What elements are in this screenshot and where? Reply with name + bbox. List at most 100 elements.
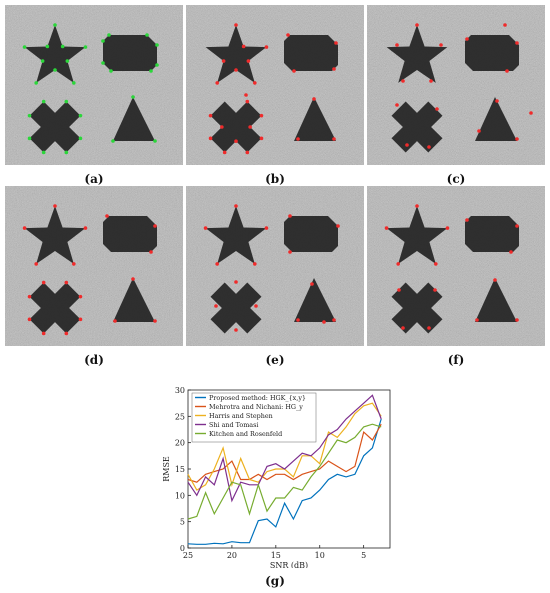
corner-marker bbox=[434, 262, 438, 266]
corner-marker bbox=[27, 294, 32, 299]
star-shape bbox=[205, 25, 267, 83]
panel-f bbox=[367, 186, 545, 346]
legend-entry: Kitchen and Rosenfeld bbox=[209, 430, 282, 438]
x-tick-label: 15 bbox=[271, 551, 281, 560]
corner-marker bbox=[322, 320, 326, 324]
corner-marker bbox=[234, 204, 238, 208]
cross-shape bbox=[391, 101, 443, 153]
corner-marker bbox=[288, 250, 292, 254]
corner-marker bbox=[107, 33, 111, 37]
x-axis-label: SNR (dB) bbox=[270, 561, 308, 568]
star-shape bbox=[205, 206, 267, 264]
panel-label-c: (c) bbox=[446, 172, 466, 186]
rounded-rectangle-shape bbox=[103, 216, 157, 252]
legend-entry: Shi and Tomasi bbox=[209, 421, 258, 429]
corner-marker bbox=[495, 99, 499, 103]
corner-marker bbox=[477, 129, 481, 133]
corner-marker bbox=[384, 226, 389, 230]
corner-marker bbox=[153, 224, 157, 228]
corner-marker bbox=[214, 304, 218, 308]
corner-marker bbox=[131, 95, 135, 99]
corner-marker bbox=[515, 137, 519, 141]
corner-marker bbox=[415, 23, 419, 27]
corner-marker bbox=[334, 41, 338, 45]
corner-marker bbox=[509, 250, 513, 254]
corner-marker bbox=[222, 150, 227, 155]
noise-image-svg bbox=[5, 5, 183, 165]
corner-marker bbox=[53, 68, 57, 72]
triangle-shape bbox=[113, 278, 155, 322]
corner-marker bbox=[149, 69, 153, 73]
corner-marker bbox=[264, 226, 269, 230]
corner-marker bbox=[234, 139, 238, 143]
corner-marker bbox=[253, 81, 257, 85]
rmse-chart: 0 5 10 15 20 25 30 25 20 15 10 5 SNR (dB) RMSE Propose… bbox=[160, 384, 400, 570]
corner-marker bbox=[220, 125, 224, 129]
corner-marker bbox=[515, 318, 519, 322]
corner-marker bbox=[433, 288, 437, 292]
corner-marker bbox=[259, 136, 264, 141]
corner-marker bbox=[40, 59, 45, 63]
corner-marker bbox=[439, 43, 443, 47]
series-line bbox=[187, 423, 382, 520]
corner-marker bbox=[83, 226, 88, 230]
panel-label-f: (f) bbox=[447, 353, 465, 367]
star-shape bbox=[386, 206, 448, 264]
corner-marker bbox=[53, 23, 57, 27]
legend-entry: Proposed method: HGK_{x,y} bbox=[209, 394, 306, 402]
y-tick-label: 25 bbox=[175, 412, 185, 421]
corner-marker bbox=[153, 139, 157, 143]
noise-image-svg bbox=[5, 186, 183, 346]
corner-marker bbox=[248, 125, 252, 129]
corner-marker bbox=[296, 137, 300, 141]
corner-marker bbox=[113, 319, 117, 323]
x-tick-label: 20 bbox=[227, 551, 237, 560]
corner-marker bbox=[515, 41, 519, 45]
corner-marker bbox=[529, 111, 533, 115]
series-line bbox=[187, 418, 382, 545]
corner-marker bbox=[493, 278, 497, 282]
triangle-shape bbox=[475, 97, 517, 141]
y-tick-label: 20 bbox=[175, 439, 185, 448]
corner-marker bbox=[332, 318, 336, 322]
corner-marker bbox=[245, 99, 250, 104]
corner-marker bbox=[405, 143, 409, 147]
corner-marker bbox=[234, 328, 238, 332]
corner-marker bbox=[41, 150, 46, 155]
legend-box bbox=[191, 392, 317, 443]
corner-marker bbox=[53, 204, 57, 208]
corner-marker bbox=[41, 280, 46, 285]
corner-marker bbox=[105, 214, 109, 218]
corner-marker bbox=[427, 326, 431, 330]
series-line bbox=[187, 394, 382, 503]
star-shape bbox=[24, 25, 86, 83]
corner-marker bbox=[415, 204, 419, 208]
corner-marker bbox=[203, 226, 208, 230]
chart-label: (g) bbox=[265, 574, 285, 588]
corner-marker bbox=[292, 69, 296, 73]
corner-marker bbox=[41, 331, 46, 336]
corner-marker bbox=[234, 280, 238, 284]
corner-marker bbox=[208, 136, 213, 141]
corner-marker bbox=[475, 318, 479, 322]
panel-e bbox=[186, 186, 364, 346]
y-axis-label: RMSE bbox=[162, 456, 171, 482]
corner-marker bbox=[505, 69, 509, 73]
corner-marker bbox=[445, 226, 450, 230]
rounded-rectangle-shape bbox=[284, 216, 338, 252]
corner-marker bbox=[27, 317, 32, 322]
star-shape bbox=[24, 206, 86, 264]
corner-marker bbox=[234, 68, 238, 72]
cross-shape bbox=[210, 101, 262, 153]
corner-marker bbox=[64, 150, 69, 155]
triangle-shape bbox=[294, 278, 336, 322]
corner-marker bbox=[78, 317, 83, 322]
star-shape bbox=[386, 25, 448, 83]
corner-marker bbox=[254, 304, 258, 308]
noise-background bbox=[367, 186, 545, 346]
panel-label-b: (b) bbox=[265, 172, 285, 186]
panel-d bbox=[5, 186, 183, 346]
corner-marker bbox=[64, 99, 69, 104]
corner-marker bbox=[131, 277, 135, 281]
corner-marker bbox=[109, 69, 113, 73]
